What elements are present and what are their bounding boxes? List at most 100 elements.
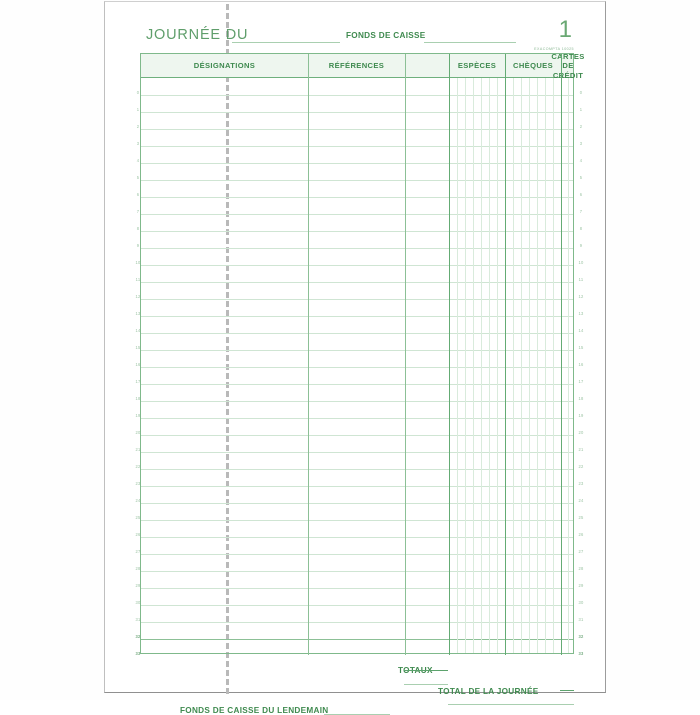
column-header-designations-text: DÉSIGNATIONS — [193, 61, 256, 71]
row-number: 5 — [136, 175, 140, 180]
row-number: 13 — [135, 311, 141, 316]
row-number: 24 — [135, 498, 141, 503]
row-number: 24 — [578, 498, 584, 503]
row-number: 30 — [135, 600, 141, 605]
row-number: 17 — [135, 379, 141, 384]
row-separator — [141, 231, 573, 232]
row-number: 15 — [135, 345, 141, 350]
column-header-cheques-text: CHÈQUES — [512, 61, 553, 71]
money-subcolumn-separator — [473, 78, 474, 653]
row-separator — [141, 588, 573, 589]
row-separator — [141, 146, 573, 147]
row-number: 16 — [135, 362, 141, 367]
row-number: 2 — [136, 124, 140, 129]
row-separator — [141, 333, 573, 334]
row-separator — [141, 639, 573, 640]
row-separator — [141, 503, 573, 504]
row-number: 22 — [135, 464, 141, 469]
row-number: 3 — [136, 141, 140, 146]
row-separator — [141, 129, 573, 130]
row-number: 9 — [579, 243, 583, 248]
column-separator — [505, 54, 506, 655]
row-number: 21 — [578, 447, 584, 452]
row-number: 18 — [135, 396, 141, 401]
column-separator — [308, 54, 309, 655]
row-separator — [141, 452, 573, 453]
row-number: 3 — [579, 141, 583, 146]
row-separator — [141, 401, 573, 402]
row-number: 14 — [578, 328, 584, 333]
journee-du-fill-rule[interactable] — [232, 42, 340, 43]
column-separator — [561, 54, 562, 655]
journee-du-label: JOURNÉE DU — [146, 27, 249, 43]
column-header-especes: ESPÈCES — [449, 54, 505, 78]
row-number: 28 — [578, 566, 584, 571]
fonds-de-caisse-fill-rule[interactable] — [424, 42, 516, 43]
row-separator — [141, 282, 573, 283]
row-number: 30 — [578, 600, 584, 605]
printed-form: JOURNÉE DU FONDS DE CAISSE 1 EXACOMPTA 1… — [140, 18, 584, 715]
row-number: 19 — [135, 413, 141, 418]
row-number: 4 — [579, 158, 583, 163]
row-separator — [141, 367, 573, 368]
column-header-designations: DÉSIGNATIONS — [141, 54, 308, 78]
row-number: 14 — [135, 328, 141, 333]
row-number: 32 — [578, 634, 584, 639]
brand-code-text: EXACOMPTA 10025 — [534, 47, 574, 51]
row-number: 15 — [578, 345, 584, 350]
column-header-unlabeled — [405, 54, 449, 78]
row-number: 2 — [579, 124, 583, 129]
row-number: 26 — [578, 532, 584, 537]
row-separator — [141, 520, 573, 521]
row-separator — [141, 316, 573, 317]
row-separator — [141, 537, 573, 538]
column-header-cartes-line2: DE CRÉDIT — [552, 61, 584, 80]
column-header-references: RÉFÉRENCES — [308, 54, 405, 78]
totaux-value-rule[interactable] — [404, 670, 448, 671]
row-number: 4 — [136, 158, 140, 163]
row-separator — [141, 112, 573, 113]
money-subcolumn-separator — [545, 78, 546, 653]
row-number: 20 — [135, 430, 141, 435]
row-separator — [141, 384, 573, 385]
row-number: 31 — [578, 617, 584, 622]
row-number: 22 — [578, 464, 584, 469]
column-separator — [449, 54, 450, 655]
row-number: 20 — [578, 430, 584, 435]
row-number: 25 — [135, 515, 141, 520]
perforation-line — [226, 4, 229, 694]
row-separator — [141, 605, 573, 606]
row-separator — [141, 95, 573, 96]
row-separator — [141, 622, 573, 623]
row-number: 31 — [135, 617, 141, 622]
total-de-la-journee-label: TOTAL DE LA JOURNÉE — [438, 687, 539, 696]
row-separator — [141, 418, 573, 419]
row-number: 5 — [579, 175, 583, 180]
row-number: 6 — [136, 192, 140, 197]
money-subcolumn-separator — [497, 78, 498, 653]
row-number: 19 — [578, 413, 584, 418]
ledger-sheet: JOURNÉE DU FONDS DE CAISSE 1 EXACOMPTA 1… — [104, 1, 606, 715]
ledger-table: DÉSIGNATIONS RÉFÉRENCES ESPÈCES CHÈQUES … — [140, 52, 584, 655]
row-separator — [141, 486, 573, 487]
row-separator — [141, 197, 573, 198]
table-body[interactable] — [141, 78, 573, 653]
row-number: 0 — [136, 90, 140, 95]
row-number: 7 — [579, 209, 583, 214]
row-separator — [141, 214, 573, 215]
fonds-de-caisse-du-lendemain-label: FONDS DE CAISSE DU LENDEMAIN — [180, 706, 329, 715]
money-subcolumn-separator — [529, 78, 530, 653]
total-journee-row-underline — [448, 704, 574, 705]
row-number: 29 — [135, 583, 141, 588]
row-separator — [141, 299, 573, 300]
row-number: 32 — [135, 634, 141, 639]
row-separator — [141, 265, 573, 266]
screenshot-canvas: JOURNÉE DU FONDS DE CAISSE 1 EXACOMPTA 1… — [104, 1, 606, 715]
row-number: 33 — [135, 651, 141, 656]
row-number: 9 — [136, 243, 140, 248]
total-journee-value-rule[interactable] — [560, 690, 574, 691]
row-number: 12 — [135, 294, 141, 299]
row-number: 23 — [578, 481, 584, 486]
row-number: 26 — [135, 532, 141, 537]
row-separator — [141, 554, 573, 555]
